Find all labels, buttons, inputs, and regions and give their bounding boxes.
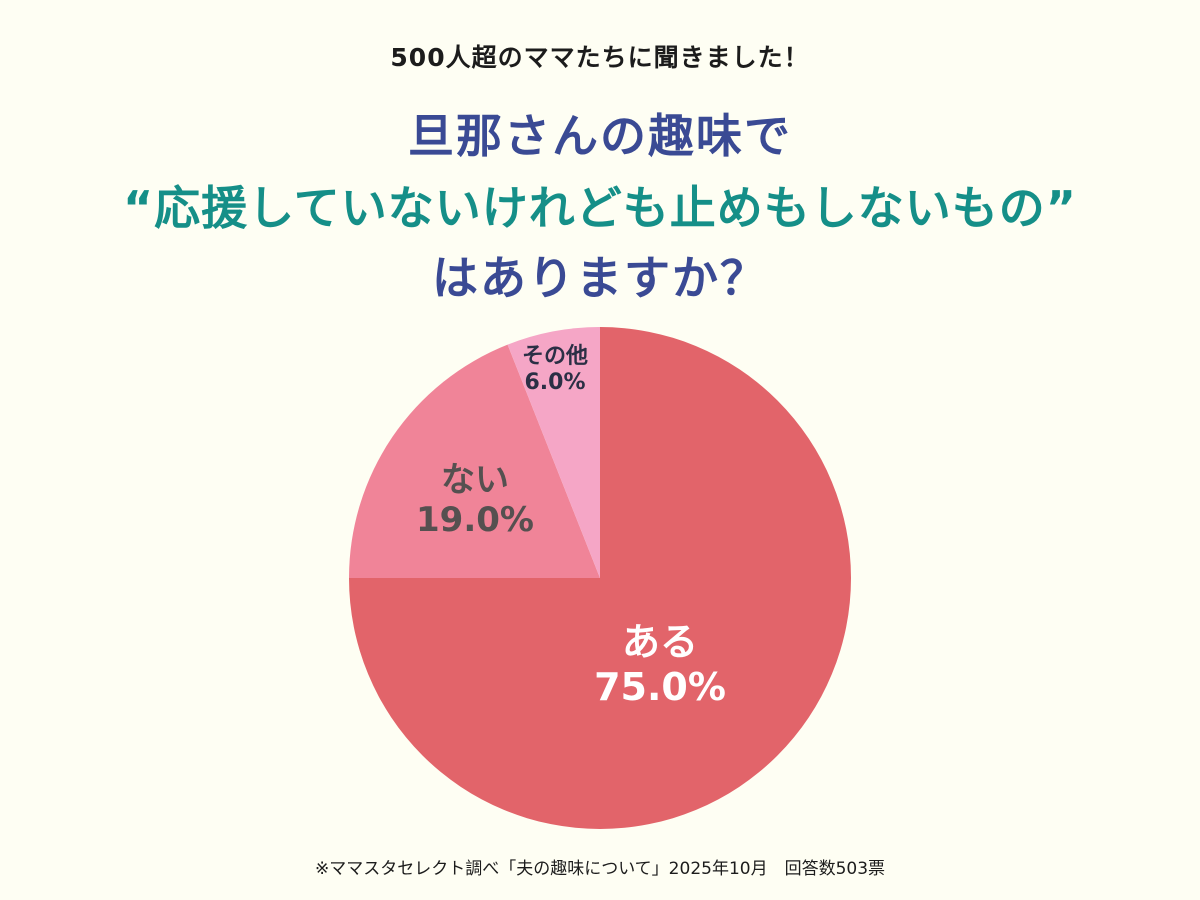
title-line-3: はありますか？ [432,251,768,305]
slice-label-aru-value: 75.0% [594,664,726,709]
slice-label-nai-value: 19.0% [416,500,534,541]
slice-label-other-value: 6.0% [524,369,586,395]
slice-label-nai: ない 19.0% [405,460,545,540]
slice-label-other: その他 6.0% [505,344,605,396]
pie-slice-2 [507,327,600,578]
slice-label-aru-name: ある [621,620,698,664]
slice-label-other-name: その他 [521,344,588,369]
title-line-2: “応援していないけれども止めもしないもの” [122,181,1078,235]
slice-label-nai-name: ない [441,460,509,500]
title-line-1: 旦那さんの趣味で [408,109,792,163]
source-footnote: ※ママスタセレクト調べ「夫の趣味について」2025年10月 回答数503票 [314,859,886,879]
slice-label-aru: ある 75.0% [590,620,730,710]
pie-slice-1 [349,344,600,578]
survey-subtitle: 500人超のママたちに聞きました！ [390,43,810,72]
